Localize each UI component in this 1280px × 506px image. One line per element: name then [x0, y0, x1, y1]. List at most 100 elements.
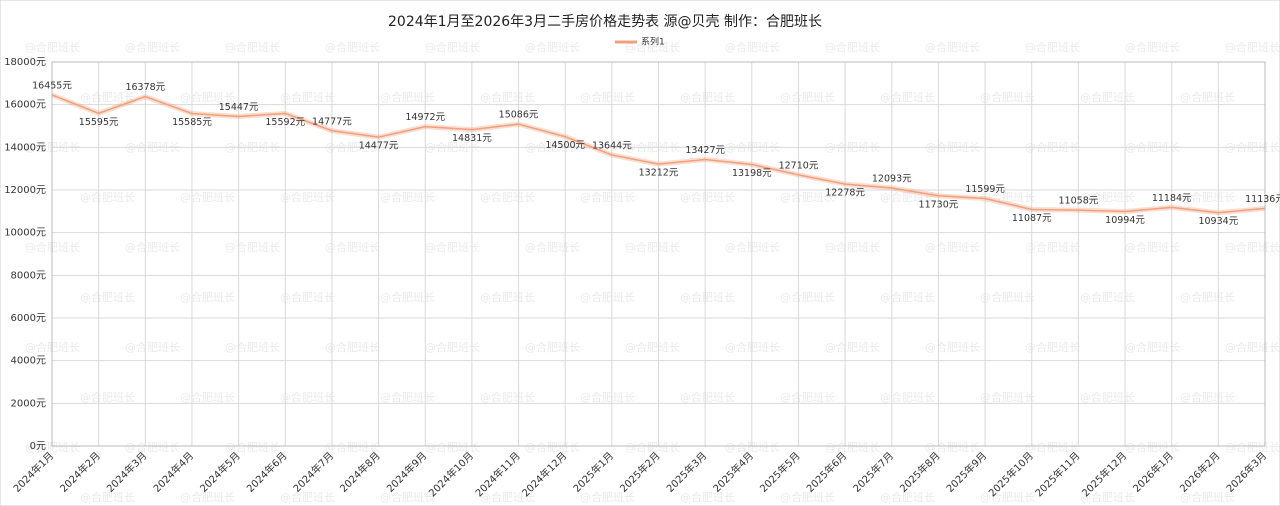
watermark: @合肥班长 — [1225, 40, 1280, 54]
watermark: @合肥班长 — [1125, 440, 1180, 454]
data-label: 11087元 — [1012, 213, 1052, 224]
watermark: @合肥班长 — [180, 490, 235, 504]
watermark: @合肥班长 — [825, 40, 880, 54]
watermark: @合肥班长 — [725, 240, 780, 254]
watermark: @合肥班长 — [1080, 190, 1135, 204]
watermark: @合肥班长 — [325, 40, 380, 54]
watermark: @合肥班长 — [880, 490, 935, 504]
y-tick-label: 0元 — [30, 441, 46, 452]
watermark: @合肥班长 — [480, 290, 535, 304]
watermark: @合肥班长 — [180, 290, 235, 304]
watermark: @合肥班长 — [825, 440, 880, 454]
watermark: @合肥班长 — [1025, 440, 1080, 454]
watermark: @合肥班长 — [1225, 340, 1280, 354]
watermark: @合肥班长 — [1180, 490, 1235, 504]
data-label: 12093元 — [872, 174, 912, 185]
watermark: @合肥班长 — [325, 240, 380, 254]
watermark: @合肥班长 — [925, 40, 980, 54]
y-tick-label: 4000元 — [11, 356, 46, 367]
line — [51, 94, 1266, 214]
watermark: @合肥班长 — [780, 390, 835, 404]
watermark: @合肥班长 — [80, 390, 135, 404]
data-label: 13427元 — [685, 145, 725, 156]
watermark: @合肥班长 — [1080, 90, 1135, 104]
data-label: 14831元 — [452, 133, 492, 144]
watermark: @合肥班长 — [125, 240, 180, 254]
watermark: @合肥班长 — [580, 90, 635, 104]
watermark: @合肥班长 — [180, 190, 235, 204]
data-label: 15447元 — [219, 102, 259, 113]
data-label: 14972元 — [405, 112, 445, 123]
watermark: @合肥班长 — [1225, 240, 1280, 254]
watermark: @合肥班长 — [1180, 190, 1235, 204]
watermark: @合肥班长 — [380, 190, 435, 204]
watermark: @合肥班长 — [125, 40, 180, 54]
watermark: @合肥班长 — [225, 240, 280, 254]
watermark: @合肥班长 — [1180, 390, 1235, 404]
watermark: @合肥班长 — [780, 490, 835, 504]
watermark: @合肥班长 — [725, 440, 780, 454]
watermark: @合肥班长 — [425, 40, 480, 54]
watermark: @合肥班长 — [1125, 40, 1180, 54]
watermark: @合肥班长 — [780, 90, 835, 104]
data-label: 15086元 — [499, 110, 539, 121]
watermark: @合肥班长 — [1225, 440, 1280, 454]
watermark: @合肥班长 — [580, 190, 635, 204]
watermark: @合肥班长 — [1125, 240, 1180, 254]
watermark: @合肥班长 — [280, 90, 335, 104]
data-label: 15595元 — [79, 117, 119, 128]
watermark: @合肥班长 — [880, 290, 935, 304]
watermark: @合肥班长 — [225, 340, 280, 354]
watermark: @合肥班长 — [480, 190, 535, 204]
watermark: @合肥班长 — [1025, 340, 1080, 354]
watermark: @合肥班长 — [80, 90, 135, 104]
watermark: @合肥班长 — [480, 90, 535, 104]
watermark: @合肥班长 — [425, 340, 480, 354]
watermark: @合肥班长 — [180, 390, 235, 404]
watermark: @合肥班长 — [25, 440, 80, 454]
watermark: @合肥班长 — [680, 390, 735, 404]
data-label: 13212元 — [639, 168, 679, 179]
watermark: @合肥班长 — [680, 490, 735, 504]
watermark: @合肥班长 — [480, 390, 535, 404]
watermark: @合肥班长 — [1080, 390, 1135, 404]
watermark: @合肥班长 — [1180, 290, 1235, 304]
data-label: 11184元 — [1152, 193, 1192, 204]
watermark: @合肥班长 — [280, 490, 335, 504]
watermark: @合肥班长 — [980, 90, 1035, 104]
chart-title: 2024年1月至2026年3月二手房价格走势表 源@贝壳 制作：合肥班长 — [388, 13, 822, 30]
watermark: @合肥班长 — [580, 290, 635, 304]
watermark: @合肥班长 — [380, 390, 435, 404]
watermark: @合肥班长 — [925, 340, 980, 354]
data-label: 13644元 — [592, 140, 632, 151]
watermark: @合肥班长 — [980, 490, 1035, 504]
data-label: 11599元 — [965, 184, 1005, 195]
watermark: @合肥班长 — [425, 240, 480, 254]
watermark: @合肥班长 — [625, 40, 680, 54]
watermark: @合肥班长 — [825, 340, 880, 354]
watermark: @合肥班长 — [925, 240, 980, 254]
y-tick-label: 18000元 — [4, 57, 46, 68]
watermark: @合肥班长 — [325, 340, 380, 354]
data-label: 10934元 — [1198, 216, 1238, 227]
watermark: @合肥班长 — [380, 490, 435, 504]
watermark: @合肥班长 — [525, 440, 580, 454]
data-label: 11730元 — [919, 199, 959, 210]
watermark: @合肥班长 — [1180, 90, 1235, 104]
watermark: @合肥班长 — [625, 440, 680, 454]
watermark: @合肥班长 — [680, 290, 735, 304]
data-label: 16455元 — [32, 80, 72, 91]
watermark: @合肥班长 — [325, 440, 380, 454]
watermark: @合肥班长 — [725, 340, 780, 354]
data-label: 15585元 — [172, 117, 212, 128]
y-tick-label: 6000元 — [11, 313, 46, 324]
watermark: @合肥班长 — [1080, 290, 1135, 304]
watermark: @合肥班长 — [625, 240, 680, 254]
watermark: @合肥班长 — [125, 440, 180, 454]
data-label: 14477元 — [359, 141, 399, 152]
data-label: 11058元 — [1059, 196, 1099, 207]
data-label: 14777元 — [312, 116, 352, 127]
watermark: @合肥班长 — [825, 240, 880, 254]
